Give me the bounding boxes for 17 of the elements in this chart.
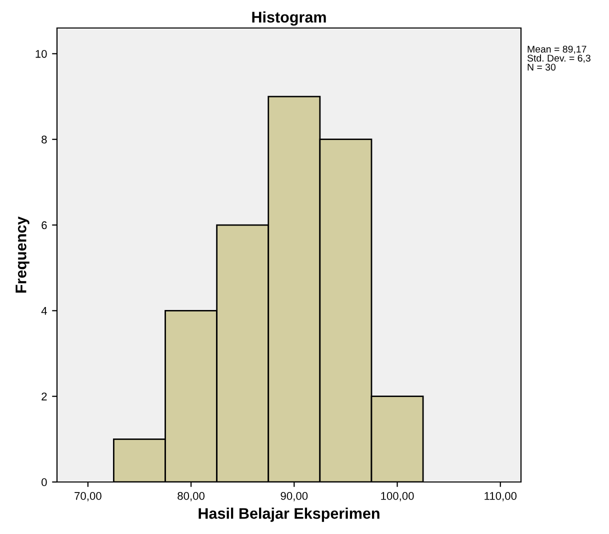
y-tick-label: 0 bbox=[42, 478, 47, 486]
y-axis-title: Frequency bbox=[16, 216, 30, 293]
x-tick-label: 90,00 bbox=[280, 492, 308, 502]
text: N = 30 bbox=[528, 64, 556, 71]
x-tick-label: 100,00 bbox=[381, 492, 414, 502]
x-tick-label: 70,00 bbox=[74, 492, 102, 502]
y-tick-label: 8 bbox=[42, 136, 47, 144]
y-tick-label: 10 bbox=[36, 50, 47, 58]
x-axis-title: Hasil Belajar Eksperimen bbox=[198, 508, 380, 522]
y-tick-label: 2 bbox=[42, 392, 47, 400]
x-tick-label: 110,00 bbox=[484, 492, 517, 502]
chart-title: Histogram bbox=[252, 11, 326, 26]
text: Mean = 89,17 bbox=[528, 46, 586, 54]
y-tick-label: 6 bbox=[42, 221, 47, 230]
text: Std. Dev. = 6,3 bbox=[527, 54, 590, 63]
y-tick-label: 4 bbox=[41, 307, 47, 315]
x-tick-label: 80,00 bbox=[178, 492, 205, 502]
